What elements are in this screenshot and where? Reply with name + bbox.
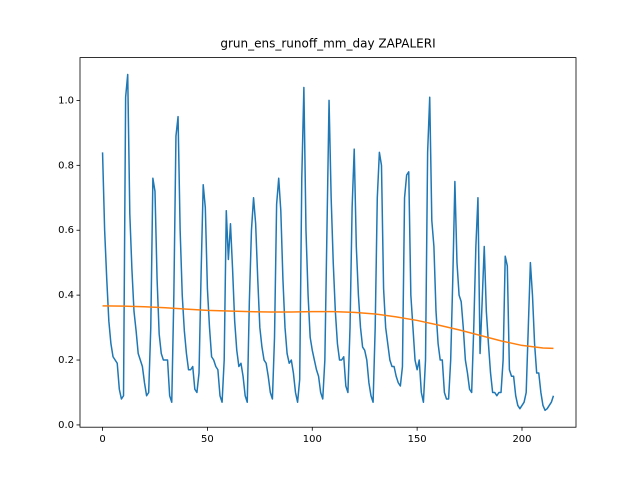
x-tick-label: 100 xyxy=(303,434,322,445)
y-tick-label: 1.0 xyxy=(58,95,74,106)
y-tick-label: 0.6 xyxy=(58,225,74,236)
x-tick-label: 0 xyxy=(99,434,105,445)
x-tick-label: 200 xyxy=(512,434,531,445)
data-line xyxy=(102,305,554,350)
plot-frame xyxy=(79,57,577,428)
y-tick-label: 0.8 xyxy=(58,160,74,171)
x-tick-label: 50 xyxy=(201,434,214,445)
chart-title: grun_ens_runoff_mm_day ZAPALERI xyxy=(220,37,435,51)
y-tick-label: 0.4 xyxy=(58,290,74,301)
data-line xyxy=(101,73,555,412)
y-tick-label: 0.2 xyxy=(58,355,74,366)
x-tick-label: 150 xyxy=(408,434,427,445)
y-tick-label: 0.0 xyxy=(58,420,74,431)
